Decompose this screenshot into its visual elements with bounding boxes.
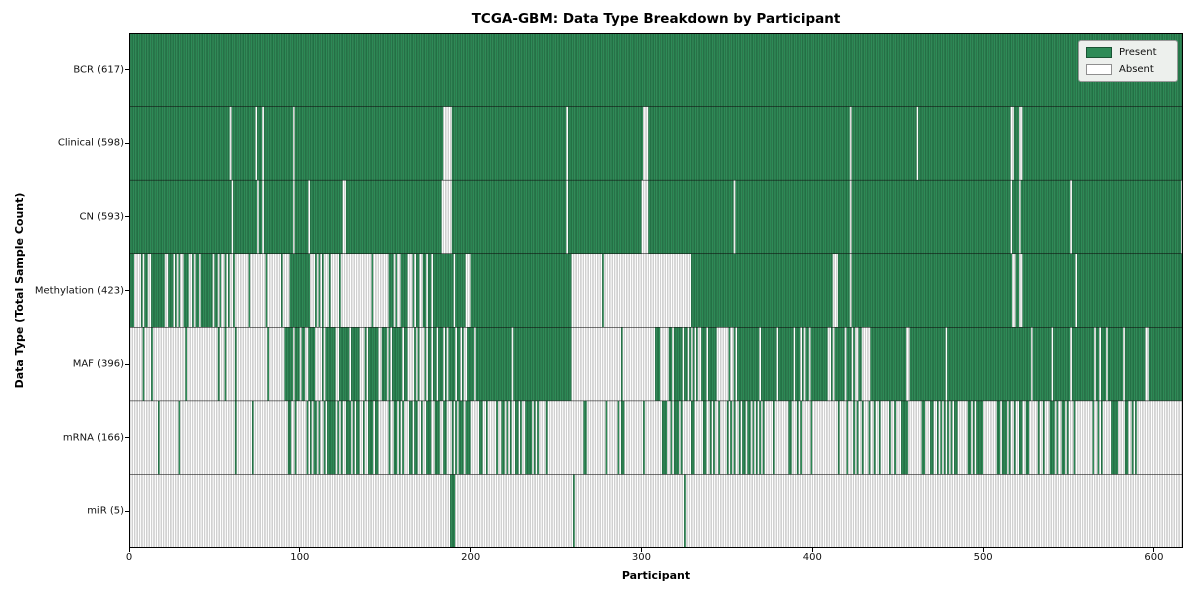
xtick-mark (128, 548, 130, 552)
ytick-label-mrna: mRNA (166) (62, 432, 124, 444)
ytick-label-maf: MAF (396) (72, 358, 124, 370)
absent-swatch-icon (1086, 64, 1112, 75)
x-axis-title: Participant (621, 569, 691, 582)
xtick-label-600: 600 (1144, 552, 1164, 563)
xtick-mark (811, 548, 813, 552)
legend-item-absent: Absent (1086, 64, 1169, 75)
ytick-mark (125, 142, 129, 144)
ytick-label-cn: CN (593) (79, 211, 124, 223)
xtick-mark (299, 548, 301, 552)
legend-label-present: Present (1119, 47, 1157, 58)
xtick-mark (640, 548, 642, 552)
ytick-mark (125, 363, 129, 365)
heatmap-canvas (129, 33, 1183, 548)
ytick-mark (125, 510, 129, 512)
xtick-mark (1153, 548, 1155, 552)
xtick-label-0: 0 (125, 552, 133, 563)
legend: Present Absent (1078, 40, 1178, 82)
xtick-label-400: 400 (802, 552, 822, 563)
present-swatch-icon (1086, 47, 1112, 58)
legend-label-absent: Absent (1119, 64, 1154, 75)
ytick-label-bcr: BCR (617) (73, 64, 124, 76)
ytick-mark (125, 216, 129, 218)
xtick-label-100: 100 (290, 552, 310, 563)
legend-item-present: Present (1086, 47, 1169, 58)
xtick-label-500: 500 (973, 552, 993, 563)
ytick-label-methylation: Methylation (423) (34, 285, 124, 296)
y-axis-title: Data Type (Total Sample Count) (13, 192, 26, 389)
ytick-mark (125, 69, 129, 71)
xtick-label-200: 200 (461, 552, 481, 563)
xtick-mark (982, 548, 984, 552)
ytick-label-mir: miR (5) (87, 505, 124, 517)
ytick-mark (125, 437, 129, 439)
ytick-mark (125, 290, 129, 291)
xtick-mark (470, 548, 472, 552)
chart-title: TCGA-GBM: Data Type Breakdown by Partici… (471, 11, 841, 27)
ytick-label-clinical: Clinical (598) (57, 137, 124, 149)
xtick-label-300: 300 (631, 552, 652, 563)
